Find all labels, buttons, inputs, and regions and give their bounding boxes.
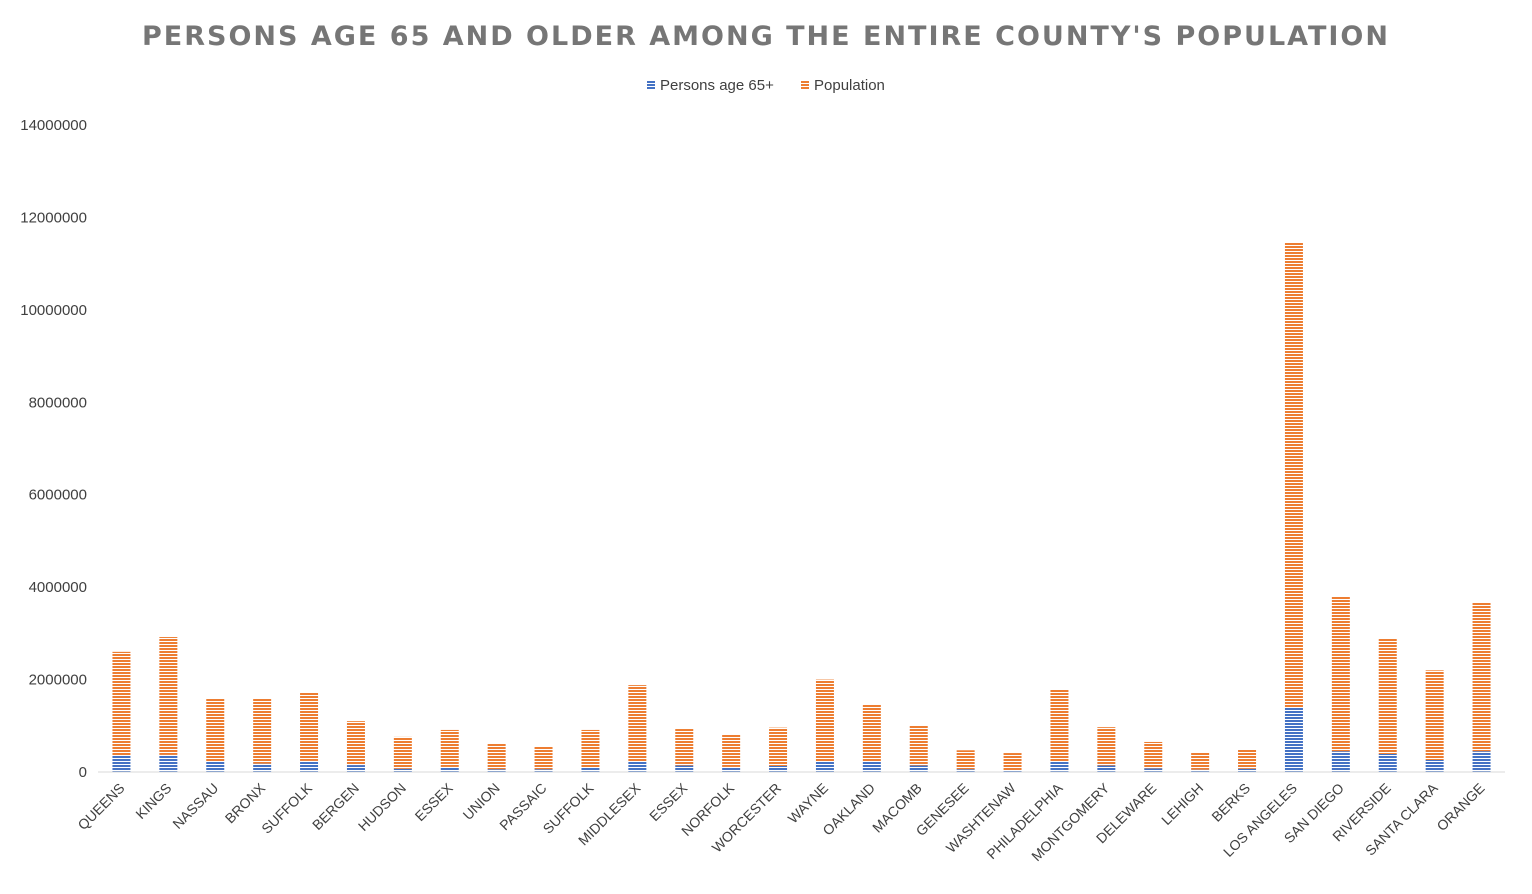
bar-persons-65-26 — [1331, 751, 1350, 772]
bar-persons-65-22 — [1144, 768, 1163, 772]
bar-population-6 — [393, 736, 412, 769]
bar-persons-65-13 — [722, 766, 741, 772]
bar-persons-65-24 — [1238, 768, 1257, 772]
bar-population-16 — [862, 704, 881, 762]
bar-population-10 — [581, 729, 600, 768]
bar-population-9 — [534, 746, 553, 770]
bar-population-14 — [769, 727, 788, 766]
bar-population-25 — [1284, 242, 1303, 708]
bar-population-17 — [909, 725, 928, 766]
bar-population-12 — [675, 729, 694, 766]
bar-persons-65-20 — [1050, 761, 1069, 772]
bar-persons-65-16 — [862, 761, 881, 772]
bar-population-22 — [1144, 741, 1163, 769]
y-tick-label: 6000000 — [29, 487, 87, 504]
bar-persons-65-1 — [159, 754, 178, 772]
x-category-label: ORANGE — [1433, 780, 1487, 834]
bar-population-18 — [956, 750, 975, 770]
x-category-label: NASSAU — [169, 780, 221, 832]
bar-persons-65-18 — [956, 769, 975, 772]
legend-label-persons-65: Persons age 65+ — [660, 77, 774, 94]
y-axis-tick-labels: 0 2000000 4000000 6000000 8000000 10000000 120… — [20, 117, 87, 781]
y-tick-label: 2000000 — [29, 672, 87, 689]
bar-population-21 — [1097, 727, 1116, 766]
x-category-label: BERGEN — [309, 780, 362, 833]
bar-population-3 — [253, 698, 272, 764]
bar-persons-65-5 — [346, 765, 365, 772]
bar-persons-65-0 — [112, 755, 131, 772]
bar-population-7 — [440, 729, 459, 767]
bar-persons-65-29 — [1472, 751, 1491, 772]
bar-population-29 — [1472, 602, 1491, 752]
bar-persons-65-11 — [628, 761, 647, 772]
bar-population-27 — [1378, 638, 1397, 754]
bar-persons-65-15 — [815, 761, 834, 772]
bar-persons-65-25 — [1284, 707, 1303, 772]
bar-population-4 — [300, 692, 319, 761]
bar-population-5 — [346, 721, 365, 766]
bar-persons-65-23 — [1191, 769, 1210, 772]
y-tick-label: 12000000 — [20, 209, 87, 226]
bar-population-15 — [815, 679, 834, 762]
bar-persons-65-4 — [300, 760, 319, 772]
x-category-label: ESSEX — [412, 779, 457, 824]
bar-population-1 — [159, 637, 178, 755]
bar-population-28 — [1425, 670, 1444, 760]
bar-persons-65-27 — [1378, 753, 1397, 772]
x-category-label: ESSEX — [646, 779, 691, 824]
y-tick-label: 4000000 — [29, 579, 87, 596]
bar-population-19 — [1003, 753, 1022, 771]
bar-persons-65-9 — [534, 769, 553, 772]
bar-persons-65-14 — [769, 765, 788, 772]
y-tick-label: 10000000 — [20, 302, 87, 319]
bar-population-24 — [1238, 749, 1257, 769]
bar-population-2 — [206, 698, 225, 762]
bar-persons-65-8 — [487, 769, 506, 772]
x-category-label: UNION — [460, 780, 503, 823]
bars — [112, 242, 1491, 772]
y-tick-label: 0 — [79, 764, 87, 781]
chart-title: PERSONS AGE 65 AND OLDER AMONG THE ENTIR… — [142, 21, 1390, 52]
x-category-label: HUDSON — [355, 780, 409, 834]
x-category-label: QUEENS — [74, 780, 127, 833]
bar-persons-65-10 — [581, 767, 600, 772]
bar-persons-65-6 — [393, 768, 412, 772]
bar-persons-65-21 — [1097, 765, 1116, 772]
bar-persons-65-3 — [253, 763, 272, 772]
legend-swatch-persons-65 — [647, 80, 655, 89]
legend-swatch-population — [801, 80, 809, 89]
x-category-label: KINGS — [132, 780, 174, 822]
bar-population-26 — [1331, 596, 1350, 752]
bar-population-11 — [628, 685, 647, 762]
bar-persons-65-2 — [206, 761, 225, 772]
y-tick-label: 14000000 — [20, 117, 87, 134]
bar-persons-65-7 — [440, 766, 459, 772]
bar-population-20 — [1050, 689, 1069, 762]
x-category-label: SUFFOLK — [258, 779, 315, 836]
x-category-label: LEHIGH — [1158, 780, 1206, 828]
bar-persons-65-17 — [909, 765, 928, 772]
x-category-label: WAYNE — [785, 780, 832, 827]
bar-population-13 — [722, 734, 741, 767]
legend: Persons age 65+ Population — [647, 77, 885, 94]
bar-population-23 — [1191, 752, 1210, 770]
bar-persons-65-12 — [675, 765, 694, 772]
y-tick-label: 8000000 — [29, 394, 87, 411]
bar-persons-65-19 — [1003, 770, 1022, 772]
x-category-label: BRONX — [222, 779, 269, 826]
bar-population-0 — [112, 651, 131, 756]
bar-persons-65-28 — [1425, 759, 1444, 772]
legend-label-population: Population — [814, 77, 885, 94]
bar-population-8 — [487, 743, 506, 770]
x-category-label: BERKS — [1208, 780, 1253, 825]
